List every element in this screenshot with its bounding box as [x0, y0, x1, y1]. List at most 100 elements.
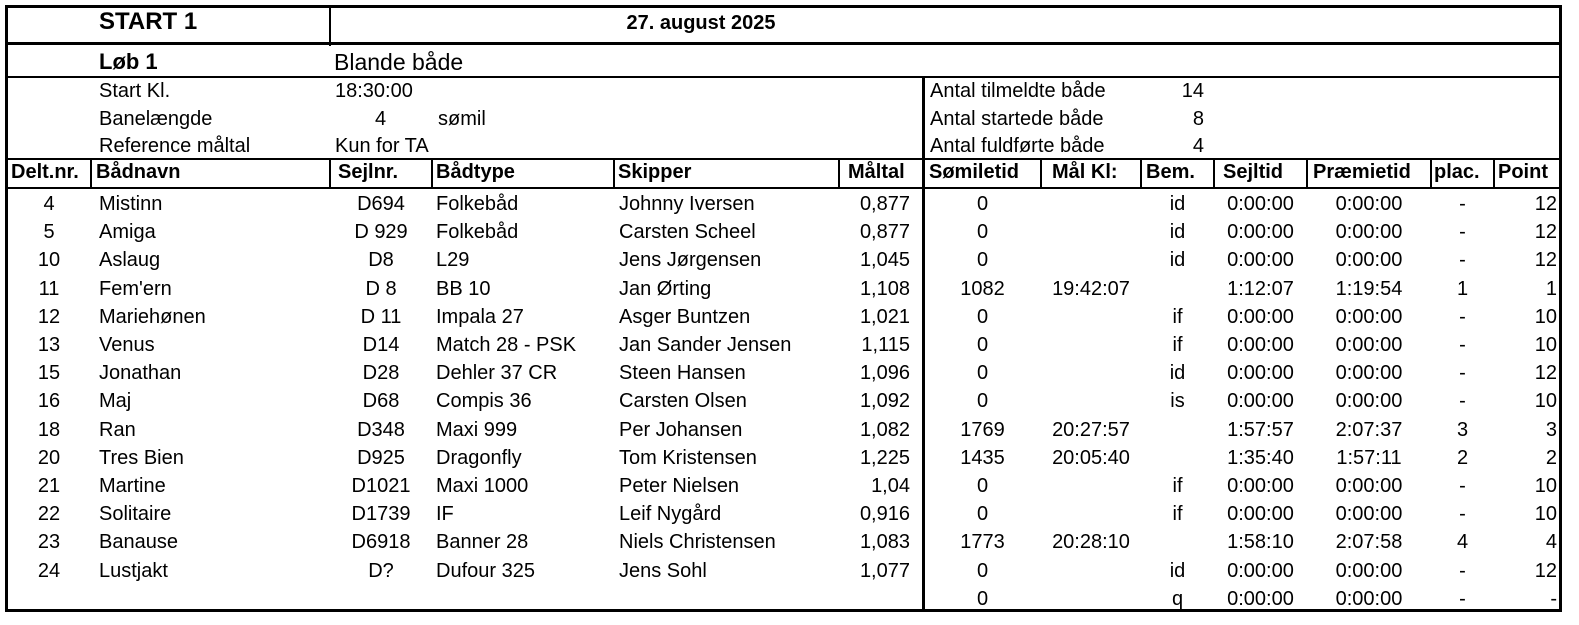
cell-sejltid: 0:00:00 [1227, 334, 1294, 356]
table-row: 0 q 0:00:00 0:00:00 - - [8, 585, 1559, 613]
table-row: 16 Maj D68 Compis 36 Carsten Olsen 1,092 0 is 0:… [8, 387, 1559, 415]
col-sep [1140, 158, 1142, 188]
cell-praemietid: 2:07:37 [1335, 418, 1403, 441]
cell-somiletid: 1769 [960, 418, 1005, 441]
col-bem: Bem. [1146, 161, 1195, 183]
cell-sejlnr: D? [368, 559, 394, 582]
cell-sejltid: 0:00:00 [1227, 587, 1294, 610]
cell-somiletid: 0 [976, 249, 989, 272]
cell-sejlnr: D1021 [351, 475, 411, 497]
cell-maaltal: 1,108 [859, 277, 910, 300]
cell-baadtype: Match 28 - PSK [436, 334, 577, 356]
cell-praemietid: 0:00:00 [1335, 305, 1403, 328]
cell-deltnr: 24 [37, 559, 61, 582]
cell-sejltid: 1:58:10 [1227, 531, 1294, 554]
col-baadtype: Bådtype [436, 161, 515, 183]
cell-somiletid: 1082 [960, 277, 1005, 300]
cell-sejlnr: D8 [368, 249, 394, 272]
col-skipper: Skipper [618, 161, 692, 183]
cell-maaltal: 1,04 [871, 475, 910, 497]
cell-skipper: Johnny Iversen [619, 193, 755, 215]
cell-bem: id [1169, 559, 1186, 582]
cell-point: 12 [1534, 249, 1557, 272]
table-row: 18 Ran D348 Maxi 999 Per Johansen 1,082 1769 20… [8, 416, 1559, 444]
cell-sejltid: 0:00:00 [1227, 559, 1294, 582]
table-row: 12 Mariehønen D 11 Impala 27 Asger Buntzen 1,… [8, 303, 1559, 331]
col-sep [90, 158, 92, 188]
cell-baadtype: Compis 36 [436, 390, 532, 413]
cell-bem: id [1169, 362, 1186, 385]
cell-sejlnr: D348 [357, 418, 405, 441]
cell-sejltid: 0:00:00 [1227, 362, 1294, 385]
cell-maaltal: 0,916 [859, 503, 910, 526]
race-class: Blande både [334, 49, 464, 75]
table-row: 23 Banause D6918 Banner 28 Niels Christensen… [8, 528, 1559, 556]
cell-skipper: Jan Ørting [619, 277, 712, 300]
col-somiletid: Sømiletid [929, 161, 1020, 183]
cell-plac: - [1459, 503, 1466, 526]
header-divider [329, 8, 331, 46]
race-date: 27. august 2025 [626, 12, 776, 34]
cell-bem: q [1171, 587, 1184, 610]
cell-point: 10 [1534, 334, 1557, 356]
cell-sejltid: 0:00:00 [1227, 249, 1294, 272]
cell-somiletid: 0 [976, 559, 989, 582]
cell-point: 12 [1534, 362, 1557, 385]
cell-somiletid: 0 [976, 475, 989, 497]
table-row: 10 Aslaug D8 L29 Jens Jørgensen 1,045 0 id 0:00:… [8, 246, 1559, 274]
cell-skipper: Steen Hansen [619, 362, 746, 385]
cell-maaltal: 1,045 [859, 249, 910, 272]
cell-deltnr: 11 [38, 277, 60, 300]
table-row: 24 Lustjakt D? Dufour 325 Jens Sohl 1,077 0 id 0… [8, 557, 1559, 585]
cell-point: 1 [1545, 277, 1557, 300]
cell-maaltal: 1,092 [859, 390, 910, 413]
cell-deltnr: 21 [37, 475, 61, 497]
cell-point: 3 [1545, 418, 1557, 441]
cell-maaltal: 1,077 [859, 559, 910, 582]
cell-plac: - [1459, 221, 1466, 244]
cell-skipper: Peter Nielsen [619, 475, 740, 497]
startede-label: Antal startede både [930, 108, 1104, 130]
cell-plac: - [1459, 305, 1466, 328]
cell-bem: if [1172, 334, 1183, 356]
cell-baadnavn: Lustjakt [99, 559, 168, 582]
col-point: Point [1498, 161, 1548, 183]
header-rule-1 [8, 42, 1559, 45]
col-sejltid: Sejltid [1223, 161, 1284, 183]
race-number: Løb 1 [99, 49, 158, 74]
col-sep [1306, 158, 1308, 188]
cell-baadtype: BB 10 [436, 277, 491, 300]
cell-bem: if [1172, 475, 1183, 497]
cell-baadtype: Folkebåd [436, 221, 519, 244]
cell-baadnavn: Venus [99, 334, 155, 356]
cell-maaltal: 1,225 [859, 446, 910, 469]
cell-plac: - [1459, 193, 1466, 215]
cell-maaltal: 0,877 [859, 221, 910, 244]
table-row: 5 Amiga D 929 Folkebåd Carsten Scheel 0,877 0 i… [8, 218, 1559, 246]
cell-somiletid: 0 [976, 305, 989, 328]
cell-skipper: Leif Nygård [619, 503, 722, 526]
cell-maalkl: 20:28:10 [1052, 531, 1130, 554]
reference-value: Kun for TA [335, 135, 429, 157]
table-row: 20 Tres Bien D925 Dragonfly Tom Kristensen 1,… [8, 444, 1559, 472]
col-plac: plac. [1434, 161, 1480, 183]
header-rule-2 [8, 76, 1559, 78]
cell-point: 10 [1534, 475, 1557, 497]
cell-point: 10 [1534, 305, 1557, 328]
cell-somiletid: 0 [976, 334, 989, 356]
cell-baadtype: IF [436, 503, 454, 526]
start-kl-label: Start Kl. [99, 80, 171, 102]
cell-maalkl: 20:05:40 [1052, 446, 1130, 469]
cell-bem: if [1172, 305, 1183, 328]
cell-skipper: Jens Jørgensen [619, 249, 762, 272]
start-title: START 1 [99, 8, 198, 35]
cell-deltnr: 23 [37, 531, 61, 554]
cell-praemietid: 0:00:00 [1335, 559, 1403, 582]
cell-point: 4 [1545, 531, 1557, 554]
cell-praemietid: 0:00:00 [1335, 587, 1403, 610]
cell-plac: 3 [1456, 418, 1469, 441]
table-row: 13 Venus D14 Match 28 - PSK Jan Sander Jense… [8, 331, 1559, 359]
col-maaltal: Måltal [848, 161, 905, 183]
col-sep [1040, 158, 1042, 188]
cell-plac: - [1459, 249, 1466, 272]
